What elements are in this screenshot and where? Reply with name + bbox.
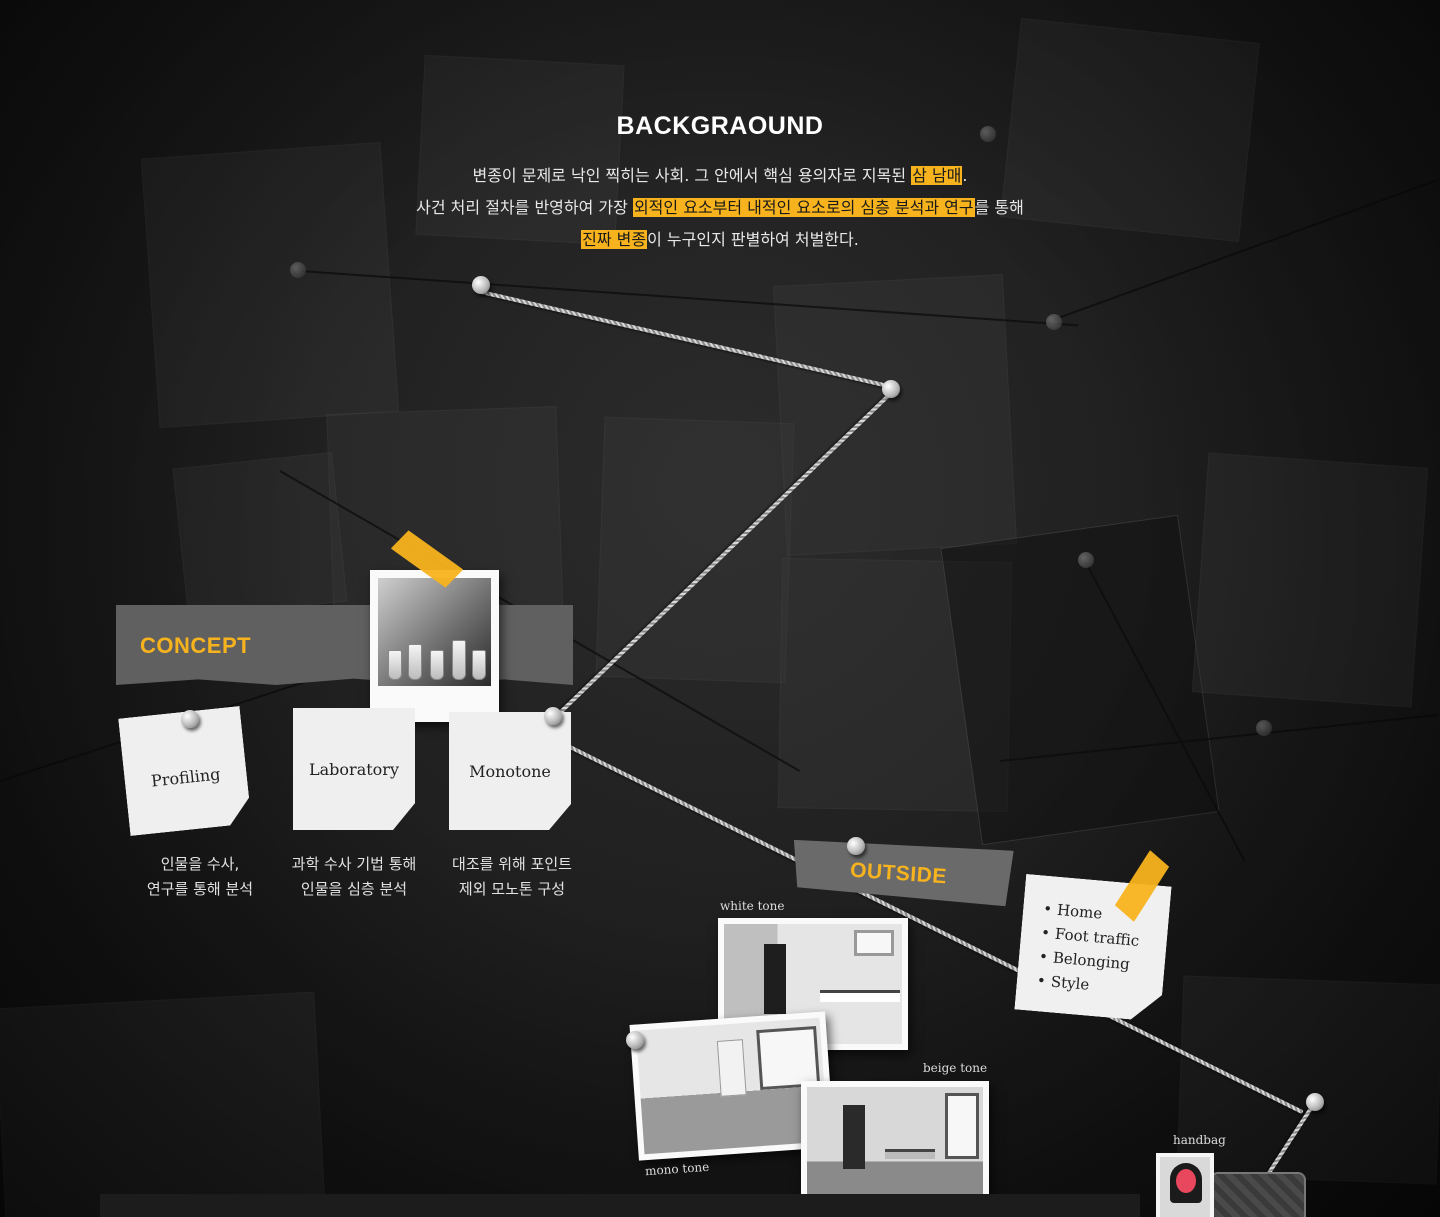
caption-monotone: 대조를 위해 포인트 제외 모노톤 구성 (440, 852, 584, 902)
highlight: 외적인 요소부터 내적인 요소로의 심층 분석과 연구 (632, 198, 975, 217)
bottom-shadow-bar (100, 1194, 1140, 1217)
push-pin-icon (544, 707, 562, 725)
text: 사건 처리 절차를 반영하여 가장 (416, 198, 633, 217)
text: 이 누구인지 판별하여 처벌한다. (647, 230, 859, 249)
flask (408, 644, 422, 680)
caption-line: 인물을 심층 분석 (300, 880, 408, 898)
flask (430, 650, 444, 680)
photo-beige-tone[interactable] (801, 1081, 989, 1213)
caption-line: 제외 모노톤 구성 (458, 880, 566, 898)
push-pin-icon (847, 837, 865, 855)
background-line-2: 사건 처리 절차를 반영하여 가장 외적인 요소부터 내적인 요소로의 심층 분… (0, 194, 1440, 218)
caption-line: 인물을 수사, (160, 855, 240, 873)
window (945, 1093, 979, 1159)
list-item: Style (1050, 972, 1090, 993)
note-label: Laboratory (309, 760, 399, 779)
desk (820, 990, 900, 1002)
flask (388, 650, 402, 680)
push-pin-icon (626, 1031, 644, 1049)
list-item: Foot traffic (1054, 925, 1140, 950)
desk (885, 1149, 935, 1159)
list-item: Belonging (1052, 949, 1130, 974)
push-pin-icon (472, 276, 490, 294)
door (764, 944, 786, 1014)
caption-laboratory: 과학 수사 기법 통해 인물을 심층 분석 (280, 852, 428, 902)
text: 변종이 문제로 낙인 찍히는 사회. 그 안에서 핵심 용의자로 지목된 (472, 166, 912, 185)
flask (452, 640, 466, 680)
push-pin-icon (1306, 1093, 1324, 1111)
note-label: Profiling (150, 764, 222, 791)
concept-label: CONCEPT (140, 633, 252, 658)
face-redacted (1176, 1169, 1196, 1193)
highlight: 삼 남매 (911, 166, 963, 185)
background-line-3: 진짜 변종이 누구인지 판별하여 처벌한다. (0, 226, 1440, 250)
note-monotone[interactable]: Monotone (449, 712, 571, 830)
laboratory-photo (378, 578, 491, 686)
caption-line: 과학 수사 기법 통해 (291, 855, 417, 873)
note-laboratory[interactable]: Laboratory (293, 708, 415, 830)
push-pin-icon (181, 710, 199, 728)
door (716, 1039, 747, 1097)
caption-line: 대조를 위해 포인트 (452, 855, 572, 873)
shelf (854, 930, 894, 956)
caption-line: 연구를 통해 분석 (146, 880, 254, 898)
photo-tag-beige: beige tone (923, 1061, 988, 1075)
text: 를 통해 (974, 198, 1024, 217)
section-title-background: BACKGRAOUND (616, 112, 824, 140)
photo-tag-handbag: handbag (1173, 1133, 1226, 1147)
background-line-1: 변종이 문제로 낙인 찍히는 사회. 그 안에서 핵심 용의자로 지목된 삼 남… (0, 162, 1440, 186)
portrait-photo[interactable] (1156, 1153, 1214, 1217)
photo-tag-white: white tone (720, 899, 785, 913)
text: . (962, 166, 968, 185)
concept-polaroid[interactable] (370, 570, 499, 722)
push-pin-icon (882, 380, 900, 398)
caption-profiling: 인물을 수사, 연구를 통해 분석 (130, 852, 270, 902)
room-photo (635, 1017, 829, 1155)
note-label: Monotone (469, 762, 551, 781)
flask (472, 650, 486, 680)
list-item: Home (1056, 901, 1103, 923)
portrait-image (1160, 1157, 1210, 1217)
room-photo (807, 1087, 983, 1207)
highlight: 진짜 변종 (581, 230, 648, 249)
door (843, 1105, 865, 1169)
handbag-photo[interactable] (1210, 1172, 1306, 1217)
